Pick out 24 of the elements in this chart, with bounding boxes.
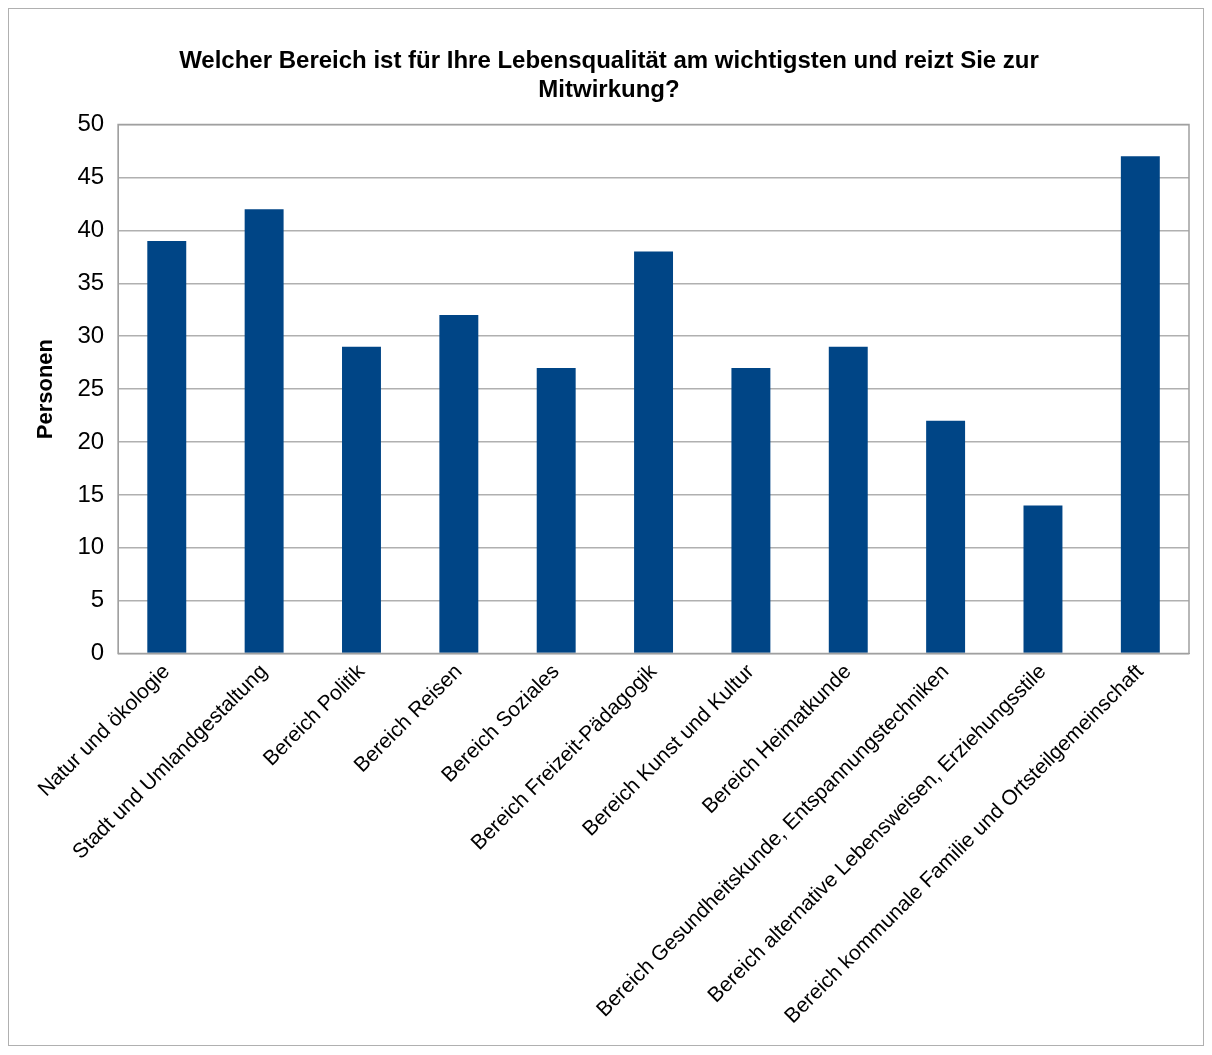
bar — [536, 367, 576, 653]
bar — [1120, 156, 1160, 653]
bar — [147, 240, 187, 653]
y-tick-label: 20 — [77, 426, 105, 454]
bar — [828, 346, 868, 653]
bar — [244, 209, 284, 653]
bar — [926, 420, 966, 653]
y-axis-title: Personen — [32, 338, 58, 440]
chart-title: Welcher Bereich ist für Ihre Lebensqualität am wichtigsten und reizt Sie zur Mitwirkung? — [179, 46, 1039, 102]
y-tick-label: 10 — [77, 532, 105, 560]
y-tick-label: 25 — [77, 373, 105, 401]
y-tick-label: 0 — [90, 638, 105, 666]
y-tick-label: 45 — [77, 162, 105, 190]
bar — [342, 346, 381, 653]
bar — [439, 315, 479, 653]
bar — [731, 367, 771, 653]
bar — [634, 251, 674, 653]
y-tick-label: 50 — [77, 109, 105, 137]
bar — [1023, 505, 1063, 653]
y-tick-label: 35 — [77, 267, 105, 295]
y-tick-label: 40 — [77, 215, 105, 243]
y-tick-label: 15 — [77, 479, 105, 507]
y-tick-label: 5 — [90, 585, 105, 613]
y-tick-label: 30 — [77, 320, 105, 348]
